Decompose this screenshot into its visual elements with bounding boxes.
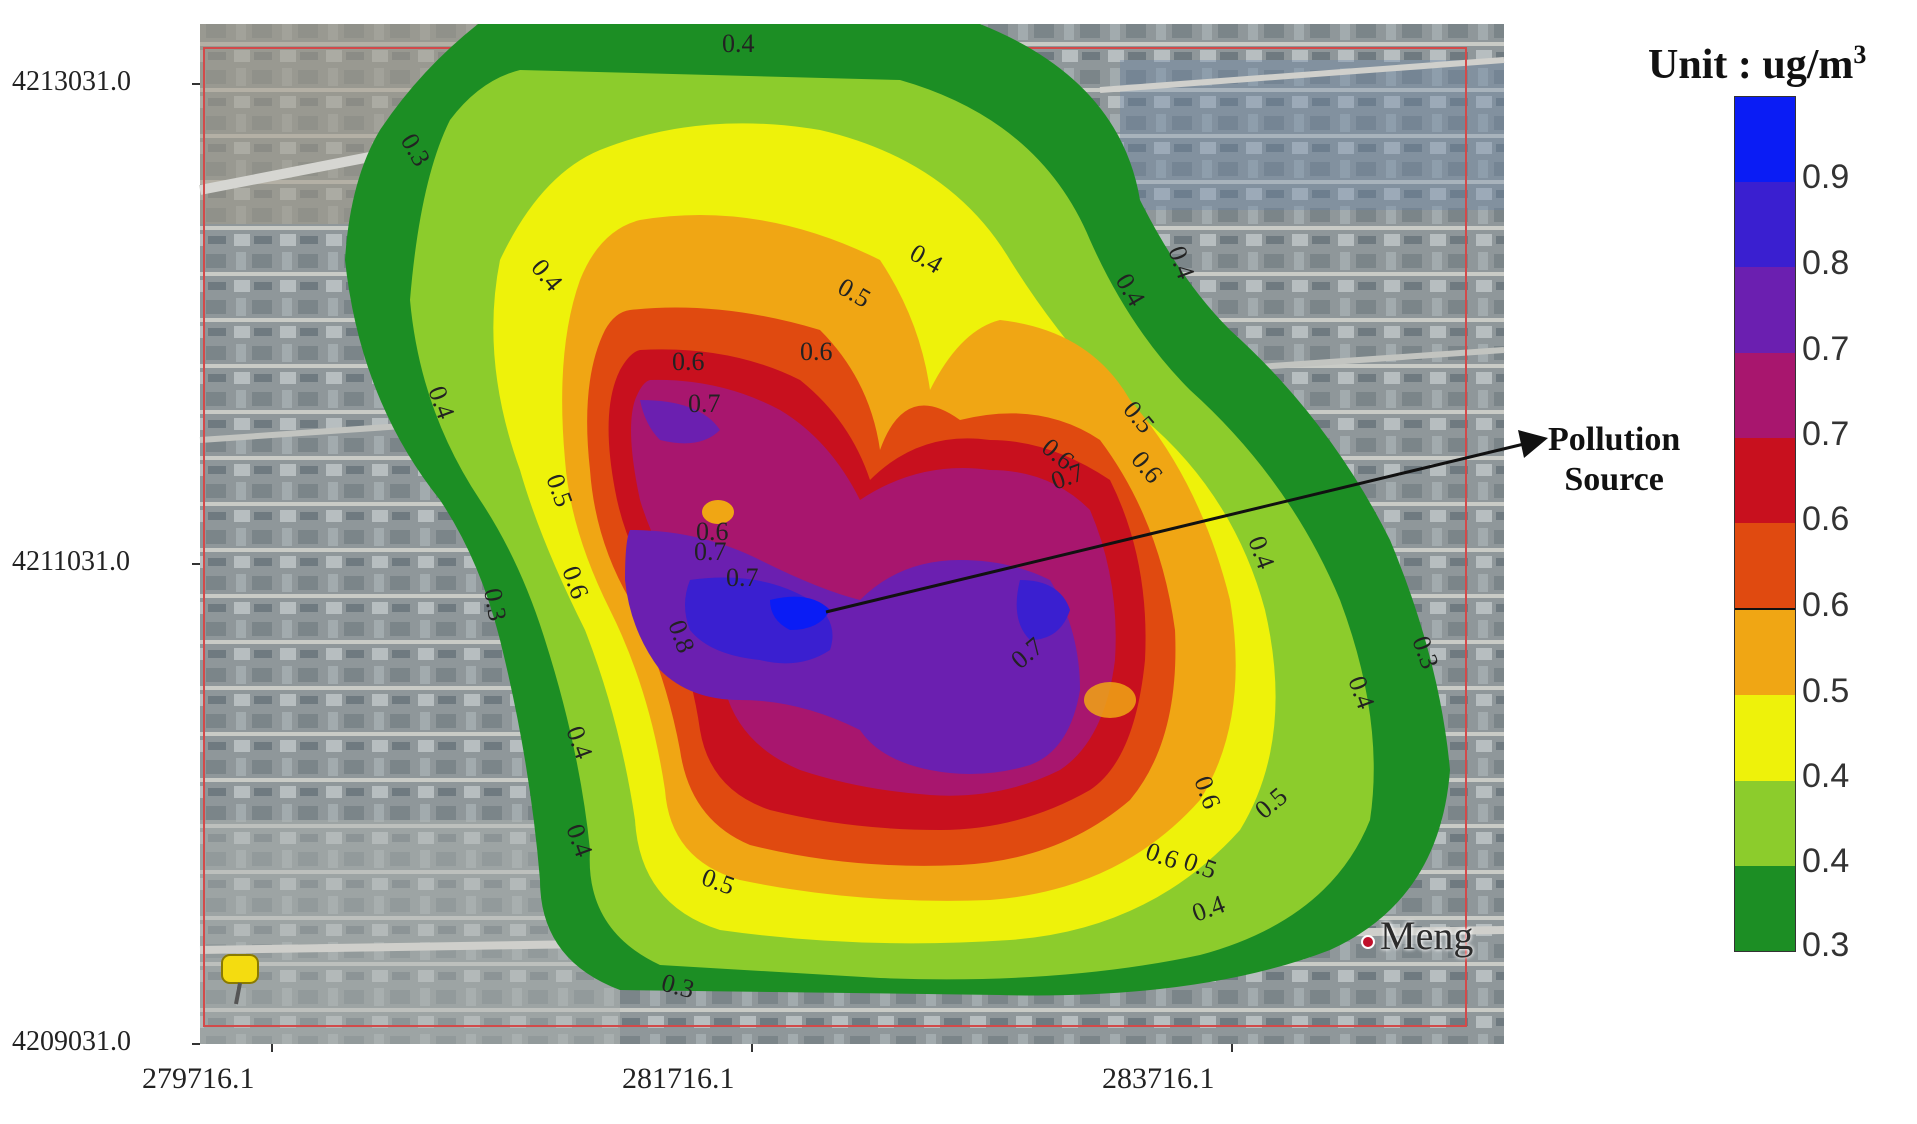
pollution-source-label: Pollution Source bbox=[1548, 420, 1680, 500]
band-0.5-spot-2 bbox=[1084, 682, 1136, 718]
band-0.7c bbox=[640, 400, 720, 444]
legend-tick-label: 0.7 bbox=[1802, 330, 1850, 368]
legend-swatch bbox=[1735, 865, 1795, 952]
contour-label: 0.4 bbox=[722, 29, 755, 58]
legend-tick-label: 0.6 bbox=[1802, 500, 1850, 538]
contour-label: 0.7 bbox=[726, 563, 759, 592]
contour-label: 0.6 bbox=[696, 517, 729, 546]
x-tick-label: 279716.1 bbox=[142, 1062, 255, 1095]
contour-label: 0.7 bbox=[688, 389, 721, 418]
legend-swatch bbox=[1735, 267, 1795, 353]
band-0.8b bbox=[1016, 580, 1070, 640]
legend-tick-label: 0.9 bbox=[1802, 158, 1850, 196]
contour-label: 0.7 bbox=[694, 537, 727, 566]
contour-label: 0.3 bbox=[478, 586, 512, 623]
x-tick-label: 283716.1 bbox=[1102, 1062, 1215, 1095]
legend-swatch bbox=[1735, 437, 1795, 524]
legend-tick-label: 0.5 bbox=[1802, 672, 1850, 710]
y-tick-label: 4213031.0 bbox=[12, 66, 131, 97]
legend-swatch bbox=[1735, 97, 1795, 183]
legend-title-sup: 3 bbox=[1853, 40, 1867, 69]
legend-tick-label: 0.4 bbox=[1802, 757, 1850, 795]
pollution-source-arrow bbox=[825, 430, 1548, 614]
legend-tick-label: 0.8 bbox=[1802, 244, 1850, 282]
town-label: Meng bbox=[1380, 913, 1474, 958]
town-marker-icon bbox=[1361, 935, 1375, 949]
legend-tick-label: 0.3 bbox=[1802, 926, 1850, 964]
band-0.5-spot bbox=[702, 500, 734, 524]
legend-swatch bbox=[1735, 695, 1795, 781]
axis-ticks bbox=[192, 83, 1233, 1052]
legend-swatch bbox=[1735, 610, 1795, 696]
y-tick-label: 4211031.0 bbox=[12, 546, 130, 577]
legend-swatch bbox=[1735, 523, 1795, 611]
contour-label: 0.6 bbox=[672, 347, 705, 376]
legend-tick-label: 0.6 bbox=[1802, 586, 1850, 624]
y-tick-label: 4209031.0 bbox=[12, 1026, 131, 1057]
legend-colorbar bbox=[1734, 96, 1796, 952]
band-0.9 bbox=[770, 596, 830, 630]
legend-swatch bbox=[1735, 352, 1795, 438]
pollution-source-line1: Pollution bbox=[1548, 421, 1681, 458]
x-tick-label: 281716.1 bbox=[622, 1062, 735, 1095]
pushpin-icon bbox=[221, 954, 259, 1005]
legend-swatch bbox=[1735, 182, 1795, 268]
contour-bands bbox=[345, 24, 1450, 996]
contour-label: 0.6 bbox=[800, 337, 833, 366]
legend-tick-label: 0.4 bbox=[1802, 842, 1850, 880]
legend-title-text: Unit : ug/m bbox=[1648, 42, 1854, 88]
legend-swatch bbox=[1735, 780, 1795, 866]
legend-tick-label: 0.7 bbox=[1802, 415, 1850, 453]
pollution-source-line2: Source bbox=[1564, 461, 1664, 498]
legend-title: Unit : ug/m3 bbox=[1648, 40, 1866, 89]
